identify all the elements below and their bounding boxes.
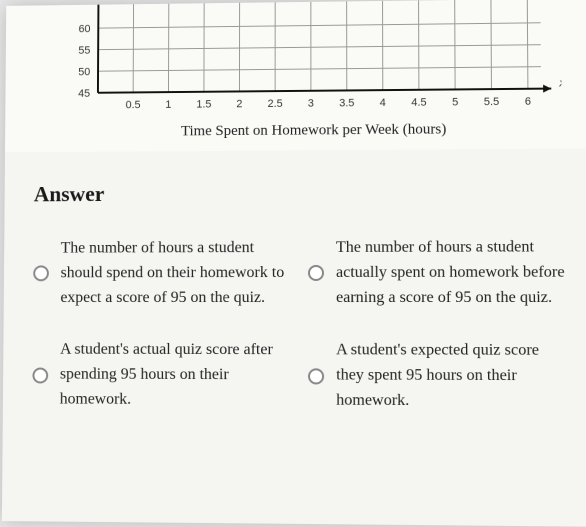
- choice-c[interactable]: A student's actual quiz score after spen…: [32, 338, 288, 413]
- svg-text:3: 3: [308, 98, 314, 110]
- svg-text:4: 4: [380, 97, 386, 109]
- radio-icon[interactable]: [308, 368, 324, 384]
- answer-section: Answer The number of hours a student sho…: [3, 148, 586, 425]
- svg-text:3.5: 3.5: [339, 97, 354, 109]
- svg-text:60: 60: [79, 23, 91, 35]
- svg-text:1.5: 1.5: [196, 99, 211, 111]
- svg-text:x: x: [558, 77, 561, 89]
- answer-heading: Answer: [34, 179, 569, 207]
- chart-area: x 0.5 1 1.5 2 2.5 3 3.5 4 4.5 5 5.5 6 45 50 55 60 Time…: [5, 0, 586, 152]
- choice-d[interactable]: A student's expected quiz score they spe…: [308, 339, 570, 415]
- svg-text:2: 2: [236, 98, 242, 110]
- choice-text: A student's actual quiz score after spen…: [60, 338, 288, 413]
- choice-text: The number of hours a student should spe…: [60, 236, 288, 310]
- svg-text:45: 45: [78, 88, 90, 100]
- chart-grid: x 0.5 1 1.5 2 2.5 3 3.5 4 4.5 5 5.5 6 45 50 55 60: [5, 0, 561, 123]
- answer-choices: The number of hours a student should spe…: [32, 235, 570, 414]
- svg-text:5.5: 5.5: [484, 96, 500, 108]
- worksheet-page: x 0.5 1 1.5 2 2.5 3 3.5 4 4.5 5 5.5 6 45 50 55 60 Time…: [2, 0, 586, 527]
- svg-text:2.5: 2.5: [268, 98, 283, 110]
- radio-icon[interactable]: [32, 367, 48, 383]
- radio-icon[interactable]: [33, 266, 49, 282]
- choice-text: The number of hours a student actually s…: [336, 235, 569, 310]
- svg-text:50: 50: [78, 66, 90, 78]
- x-axis-label: Time Spent on Homework per Week (hours): [25, 120, 586, 141]
- svg-text:4.5: 4.5: [411, 97, 426, 109]
- choice-text: A student's expected quiz score they spe…: [336, 339, 570, 415]
- svg-text:6: 6: [525, 96, 531, 108]
- svg-text:1: 1: [165, 99, 171, 111]
- svg-text:5: 5: [452, 96, 458, 108]
- choice-a[interactable]: The number of hours a student should spe…: [33, 236, 288, 310]
- radio-icon[interactable]: [308, 265, 324, 281]
- svg-text:0.5: 0.5: [126, 99, 141, 111]
- choice-b[interactable]: The number of hours a student actually s…: [308, 235, 569, 310]
- svg-text:55: 55: [78, 45, 90, 57]
